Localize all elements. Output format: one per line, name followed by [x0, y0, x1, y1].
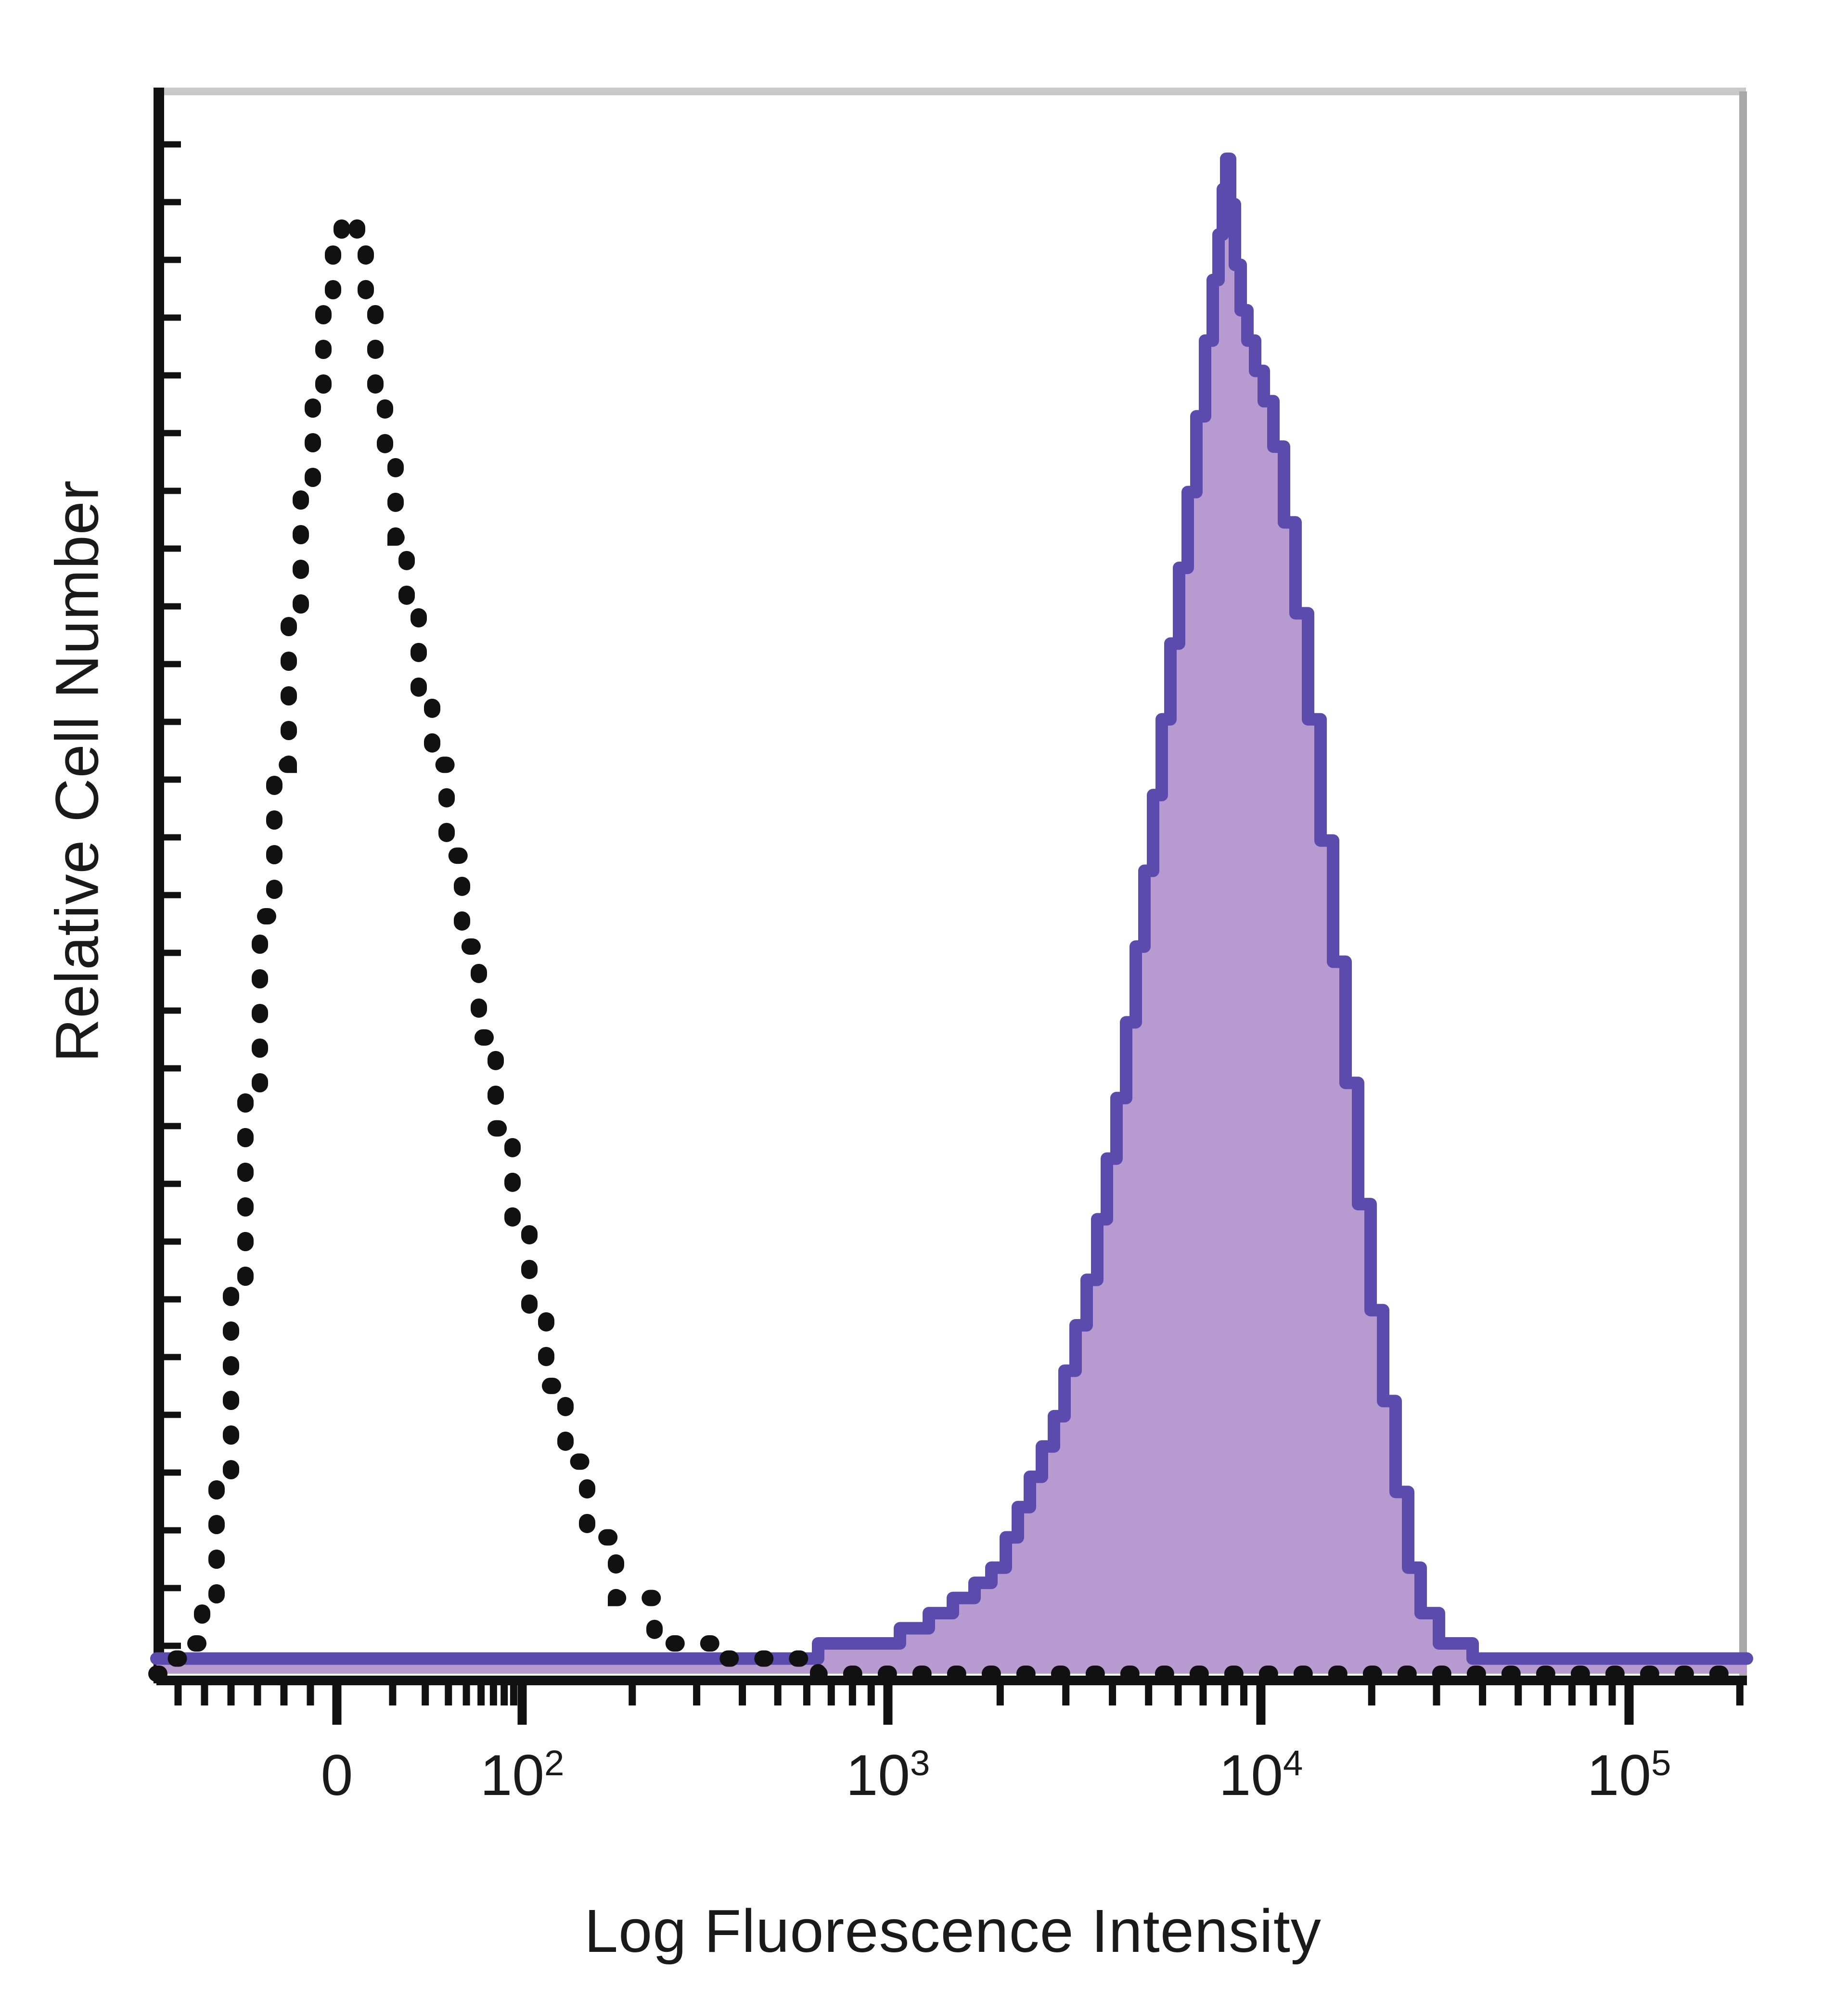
x-axis-ticks: [174, 1680, 1744, 1725]
y-axis-ticks: [159, 141, 181, 1649]
x-tick-label-104: 104: [1219, 1743, 1303, 1808]
x-axis-label: Log Fluorescence Intensity: [584, 1897, 1322, 1965]
sample-histogram-outline: [150, 153, 1753, 1665]
x-tick-label-0: 0: [321, 1743, 353, 1808]
plot-background: [156, 89, 1747, 1679]
x-tick-label-105: 105: [1587, 1743, 1671, 1808]
y-axis-label: Relative Cell Number: [43, 480, 111, 1063]
control-histogram-outline: [148, 211, 1755, 1682]
x-tick-label-103: 103: [846, 1743, 930, 1808]
x-tick-label-102: 102: [480, 1743, 565, 1808]
sample-histogram-fill: [156, 159, 1747, 1674]
